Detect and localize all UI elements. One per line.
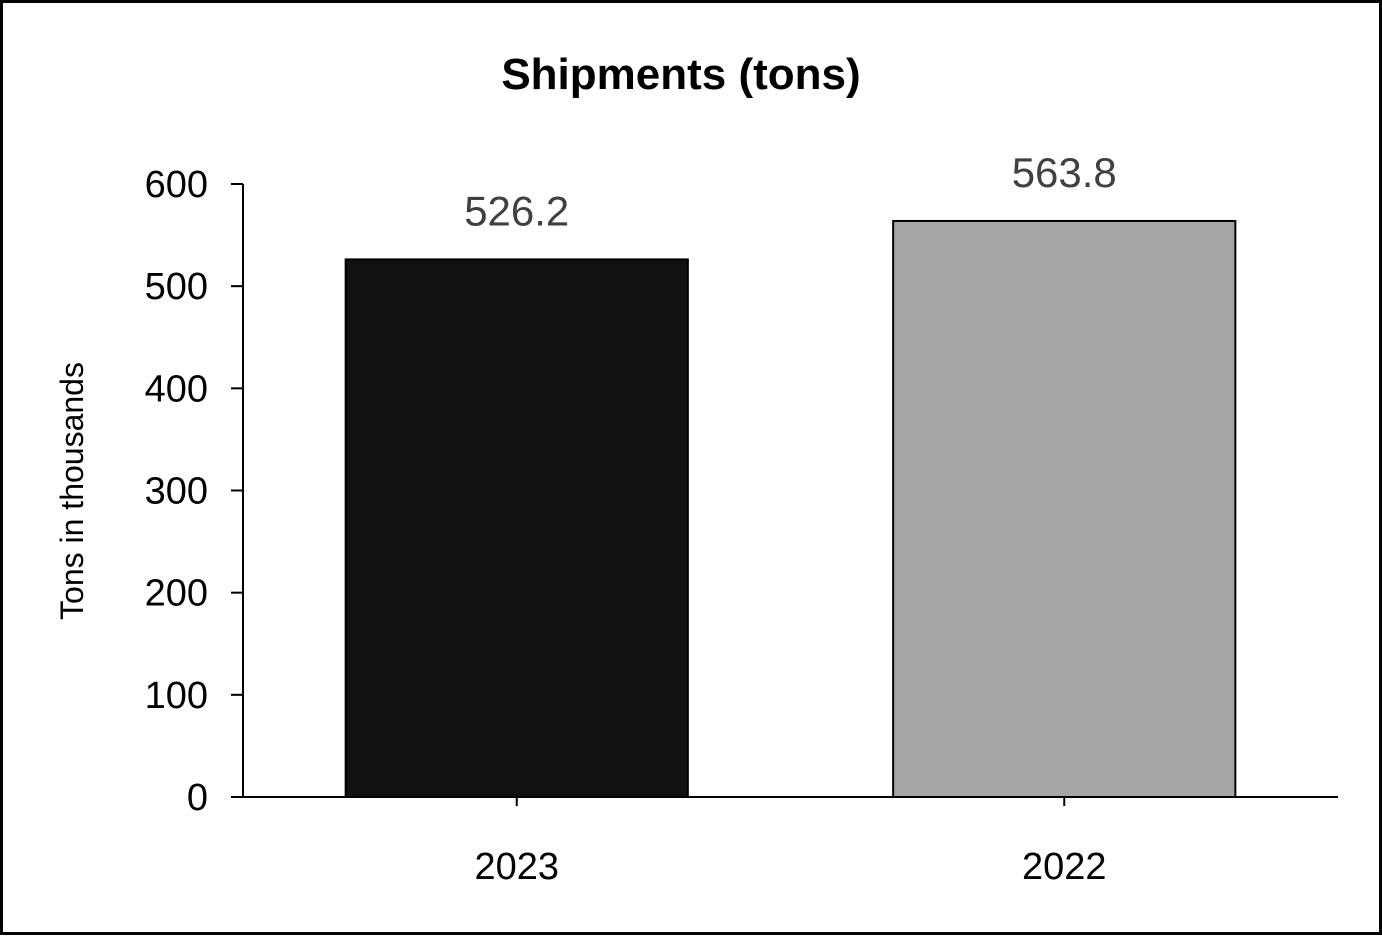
data-labels-group: 526.2 563.8 — [464, 149, 1117, 234]
y-tick-label: 400 — [145, 368, 208, 410]
data-label-2023: 526.2 — [464, 187, 569, 234]
y-tick-label: 600 — [145, 164, 208, 206]
bars-group — [344, 219, 1237, 799]
chart-title: Shipments (tons) — [501, 50, 860, 99]
bar-2022 — [892, 219, 1237, 799]
x-axis-ticks: 2023 2022 — [474, 797, 1107, 888]
data-label-2022: 563.8 — [1012, 149, 1117, 196]
y-tick-label: 0 — [187, 777, 208, 819]
y-tick-label: 500 — [145, 266, 208, 308]
y-axis-ticks: 0 100 200 300 400 500 600 — [145, 164, 243, 819]
y-tick-label: 300 — [145, 471, 208, 513]
y-tick-label: 200 — [145, 573, 208, 615]
y-tick-label: 100 — [145, 675, 208, 717]
bar-2023 — [344, 258, 689, 798]
bar-chart: Shipments (tons) Tons in thousands 0 100 2… — [54, 50, 1338, 888]
x-tick-label-2023: 2023 — [474, 846, 559, 888]
x-tick-label-2022: 2022 — [1022, 846, 1107, 888]
y-axis-label: Tons in thousands — [54, 362, 90, 620]
